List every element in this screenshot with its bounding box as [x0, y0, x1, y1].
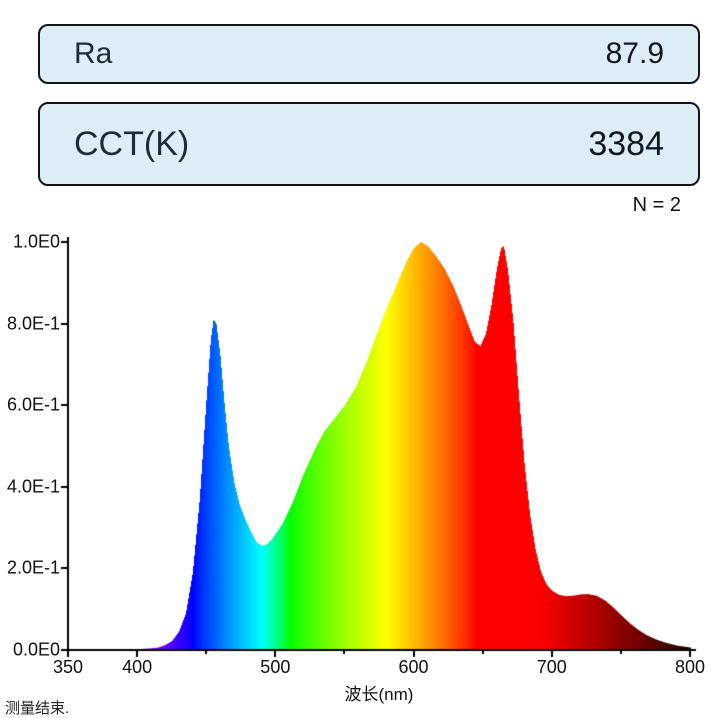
spectrum-chart: 波长(nm) 0.0E0 2.0E-1 4.0E-1 6.0E-1 8.0E-1 1.0E… — [0, 225, 717, 717]
x-axis-title: 波长(nm) — [344, 685, 414, 704]
spectrum-plot-canvas — [0, 225, 717, 695]
x-tick-label: 600 — [398, 657, 429, 677]
sample-count-label: N = 2 — [632, 194, 681, 216]
x-tick-label: 400 — [122, 657, 153, 677]
ra-value: 87.9 — [605, 37, 664, 70]
cct-readout[interactable]: CCT(K) 3384 — [38, 102, 700, 186]
cct-label: CCT(K) — [74, 124, 190, 163]
x-tick-label: 800 — [674, 657, 706, 677]
y-tick-label: 2.0E-1 — [6, 557, 60, 578]
y-tick-label: 4.0E-1 — [6, 476, 60, 497]
y-tick-label: 1.0E0 — [12, 231, 60, 252]
ra-label: Ra — [74, 37, 113, 70]
y-tick-label: 6.0E-1 — [6, 394, 60, 415]
ra-readout[interactable]: Ra 87.9 — [38, 24, 700, 84]
y-tick-label: 8.0E-1 — [6, 313, 60, 334]
cct-value: 3384 — [588, 124, 664, 163]
x-tick-label: 700 — [536, 657, 567, 677]
y-tick-label: 0.0E0 — [12, 639, 60, 660]
x-tick-label: 350 — [52, 657, 84, 677]
x-tick-label: 500 — [260, 657, 291, 677]
status-message: 测量结束. — [5, 700, 70, 717]
